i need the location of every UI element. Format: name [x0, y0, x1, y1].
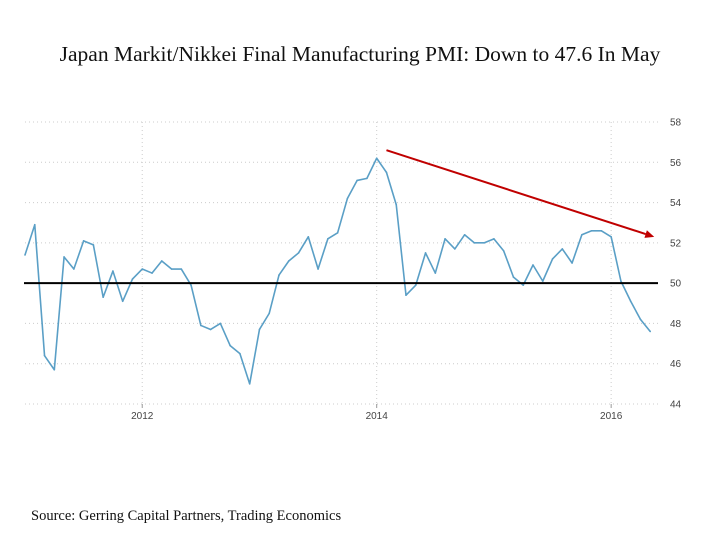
data-point — [473, 242, 476, 244]
data-point — [493, 238, 495, 240]
grid-lines — [25, 121, 660, 405]
data-point — [629, 300, 632, 303]
data-point — [649, 330, 652, 333]
x-tick-label-2014: 2014 — [366, 411, 389, 422]
data-point — [307, 236, 310, 238]
y-tick-label-52: 52 — [670, 238, 682, 249]
data-point — [24, 254, 26, 256]
data-point — [424, 252, 427, 254]
data-point — [444, 238, 446, 240]
data-point — [248, 383, 251, 385]
data-point — [287, 260, 290, 262]
data-point — [43, 354, 46, 357]
data-point — [258, 328, 261, 331]
trend-arrow — [386, 149, 655, 238]
data-point — [229, 344, 231, 347]
data-point — [483, 242, 485, 244]
data-point — [522, 284, 525, 286]
data-point — [463, 234, 466, 236]
data-point — [63, 256, 65, 258]
data-point — [395, 203, 398, 206]
y-tick-label-46: 46 — [670, 359, 682, 370]
data-point — [454, 248, 456, 250]
data-point — [346, 197, 349, 200]
data-point — [405, 294, 407, 297]
data-point — [160, 260, 163, 262]
data-point — [239, 352, 241, 355]
data-point — [92, 244, 95, 246]
y-tick-label-58: 58 — [670, 118, 682, 129]
data-point — [278, 274, 280, 276]
data-point — [620, 280, 622, 282]
data-point — [512, 276, 515, 278]
data-point — [297, 252, 300, 254]
data-point — [590, 229, 593, 232]
y-tick-label-54: 54 — [670, 198, 682, 209]
data-point — [385, 171, 388, 174]
data-point — [170, 268, 173, 270]
data-point — [375, 157, 378, 160]
data-point — [434, 272, 437, 274]
data-point — [414, 284, 417, 286]
data-point — [102, 296, 104, 299]
data-point — [33, 223, 36, 226]
chart-title: Japan Markit/Nikkei Final Manufacturing … — [59, 42, 661, 66]
data-point — [639, 318, 642, 321]
trend-arrow-head — [644, 230, 655, 238]
trend-arrow-shaft — [386, 149, 646, 235]
data-point — [53, 368, 56, 371]
data-point — [327, 238, 329, 240]
data-point — [151, 272, 153, 274]
data-point — [219, 322, 222, 325]
data-point — [551, 258, 554, 260]
data-point — [502, 250, 505, 252]
data-point — [610, 236, 612, 238]
data-point — [600, 229, 603, 232]
data-point — [561, 248, 564, 250]
data-point — [317, 268, 319, 270]
series-points — [24, 157, 652, 385]
data-point — [336, 231, 339, 234]
data-point — [200, 324, 202, 327]
data-point — [581, 234, 583, 236]
data-point — [571, 262, 573, 264]
data-point — [131, 278, 134, 280]
data-point — [141, 268, 144, 270]
x-tick-label-2012: 2012 — [131, 411, 154, 422]
data-point — [541, 280, 544, 282]
data-point — [268, 312, 271, 315]
data-point — [532, 264, 534, 266]
y-tick-label-50: 50 — [670, 279, 682, 290]
data-point — [112, 270, 114, 272]
data-point — [82, 240, 85, 242]
x-tick-label-2016: 2016 — [600, 411, 623, 422]
data-point — [180, 268, 183, 270]
source-note: Source: Gerring Capital Partners, Tradin… — [31, 508, 342, 524]
data-point — [190, 284, 192, 286]
data-point — [209, 328, 212, 331]
y-tick-label-44: 44 — [670, 400, 682, 411]
data-point — [121, 300, 124, 303]
data-point — [356, 179, 358, 182]
y-axis-ticks: 44 46 48 50 52 54 56 58 — [670, 118, 682, 411]
y-tick-label-56: 56 — [670, 158, 682, 169]
x-axis-ticks: 2012 2014 2016 — [131, 404, 623, 422]
series-line-pmi — [24, 157, 651, 385]
y-tick-label-48: 48 — [670, 319, 682, 330]
data-point — [366, 177, 368, 180]
data-point — [73, 268, 75, 270]
